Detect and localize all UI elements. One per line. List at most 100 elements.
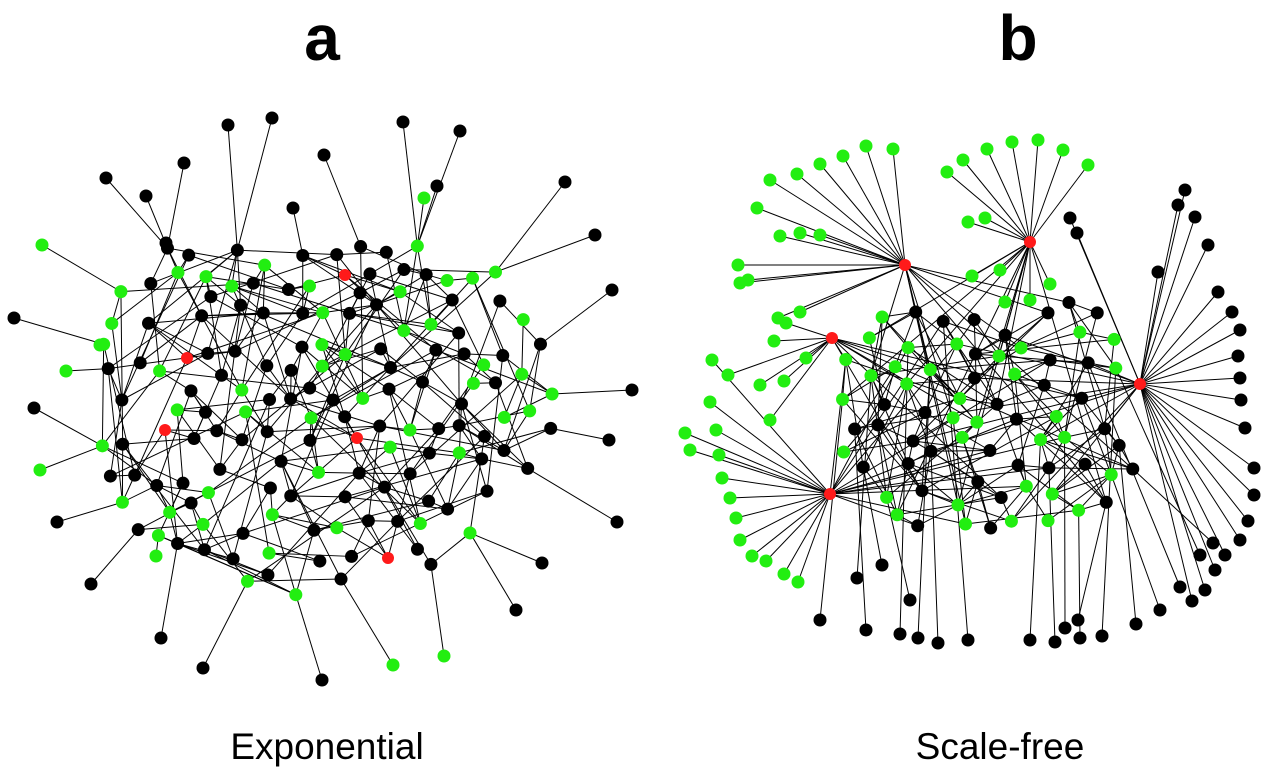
edge (1104, 383, 1141, 430)
edge (177, 399, 270, 411)
highlighted-node (114, 285, 128, 299)
highlighted-node (953, 391, 967, 405)
node (424, 557, 438, 571)
edge (783, 493, 831, 575)
highlighted-node (171, 265, 185, 279)
edge (204, 532, 244, 551)
node (1241, 514, 1255, 528)
edge (134, 357, 188, 476)
node (204, 290, 218, 304)
edge (344, 269, 405, 355)
node (263, 393, 277, 407)
node (813, 613, 827, 627)
edge (842, 398, 885, 406)
highlighted-node (839, 352, 853, 366)
edge (904, 264, 959, 505)
edge (854, 366, 896, 430)
edge (974, 353, 998, 405)
node (1211, 285, 1225, 299)
edge (1139, 291, 1219, 385)
edge (389, 446, 421, 524)
panel-a-caption: Exponential (230, 726, 424, 767)
node (1058, 621, 1072, 635)
highlighted-node (759, 554, 773, 568)
highlighted-node (240, 574, 254, 588)
edge (110, 411, 246, 477)
edge (295, 530, 315, 595)
edge (1139, 383, 1249, 522)
highlighted-node (1005, 135, 1019, 149)
node (154, 631, 168, 645)
node (1098, 422, 1112, 436)
highlighted-node (859, 139, 873, 153)
edge (159, 276, 207, 372)
edge (765, 493, 831, 562)
edge (208, 417, 312, 494)
highlighted-node (978, 211, 992, 225)
node (441, 502, 455, 516)
edge (894, 311, 917, 367)
edge (957, 485, 1027, 506)
edge (340, 520, 399, 580)
edge (204, 549, 297, 596)
edge (996, 384, 1045, 405)
highlighted-node (864, 369, 878, 383)
highlighted-node (888, 360, 902, 374)
edge (856, 375, 872, 579)
highlighted-node (151, 528, 165, 542)
highlighted-node (733, 276, 747, 290)
edge (219, 305, 242, 470)
edge (234, 283, 254, 352)
edge (13, 317, 104, 345)
edge (1104, 428, 1112, 475)
highlighted-node (703, 395, 717, 409)
highlighted-node (1023, 293, 1037, 307)
edge (877, 424, 898, 515)
edge (236, 117, 273, 251)
edge (904, 264, 1049, 314)
highlighted-node (315, 338, 329, 352)
edge (924, 412, 991, 451)
node (1185, 594, 1199, 608)
node (256, 306, 270, 320)
node (115, 393, 129, 407)
edge (101, 370, 160, 447)
edge (1029, 241, 1107, 503)
highlighted-node (199, 270, 213, 284)
highlighted-node (258, 258, 272, 272)
node (1151, 265, 1165, 279)
highlighted-node (763, 413, 777, 427)
highlighted-node (750, 201, 764, 215)
edge (739, 264, 906, 284)
edge (552, 389, 633, 395)
highlighted-node (992, 349, 1006, 363)
edge (796, 173, 906, 266)
highlighted-node (1019, 479, 1033, 493)
edge (1077, 502, 1107, 621)
node (221, 118, 235, 132)
node (303, 433, 317, 447)
hub-node (382, 552, 394, 564)
highlighted-node (1041, 514, 1055, 528)
node (370, 298, 384, 312)
edge (1139, 311, 1233, 385)
edge (219, 468, 271, 489)
edge (160, 543, 179, 639)
edge (907, 347, 998, 405)
edge (1139, 383, 1242, 401)
highlighted-node (961, 215, 975, 229)
highlighted-node (793, 226, 807, 240)
node (184, 384, 198, 398)
node (1231, 349, 1245, 363)
scale-free-edges (684, 139, 1255, 644)
edge (912, 377, 975, 442)
edge (201, 315, 291, 400)
highlighted-node (791, 575, 805, 589)
node (521, 461, 535, 475)
edge (1014, 373, 1057, 417)
highlighted-node (289, 588, 303, 602)
edge (461, 403, 488, 492)
highlighted-node (773, 229, 787, 243)
highlighted-node (721, 368, 735, 382)
